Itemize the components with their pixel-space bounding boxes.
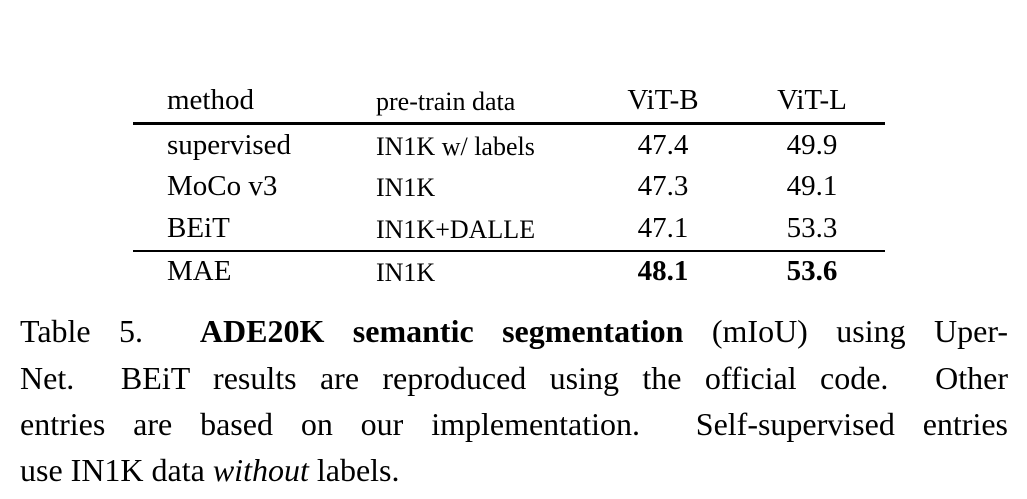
cell: 53.6 [786,255,838,287]
cell: MoCo v3 [167,170,278,202]
caption-line: use IN1K data without labels. [20,450,1008,490]
caption-text: entries are based on our implementation.… [20,406,1008,442]
cell: IN1K+DALLE [376,215,536,244]
cell: supervised [167,129,292,161]
caption-line: Net. BEiT results are reproduced using t… [20,358,1008,398]
cell: 48.1 [637,255,689,287]
header-cell: ViT-L [777,84,847,116]
cell: 49.9 [786,129,838,161]
top-rule [133,122,885,125]
cell: IN1K [376,173,436,202]
cell: 49.1 [786,170,838,202]
caption-text: Net. BEiT results are reproduced using t… [20,360,1008,396]
cell: IN1K w/ labels [376,132,535,161]
cell: 47.4 [637,129,689,161]
caption-line: entries are based on our implementation.… [20,404,1008,444]
caption-text: labels. [316,452,400,488]
mid-rule [133,250,885,252]
cell: IN1K [376,258,436,287]
cell: BEiT [167,212,230,244]
caption-title: ADE20K semantic segmentation [199,313,684,349]
cell: 53.3 [786,212,838,244]
header-cell: pre-train data [376,87,516,116]
cell: 47.3 [637,170,689,202]
header-cell: ViT-B [627,84,699,116]
caption-emphasis: without [212,452,309,488]
caption-text: use IN1K data [20,452,205,488]
header-cell: method [167,84,254,116]
cell: 47.1 [637,212,689,244]
caption-label: Table 5. [20,313,144,349]
caption-text: (mIoU) using Uper- [711,313,1009,349]
cell: MAE [167,255,232,287]
caption-line: Table 5. ADE20K semantic segmentation (m… [20,311,1008,351]
